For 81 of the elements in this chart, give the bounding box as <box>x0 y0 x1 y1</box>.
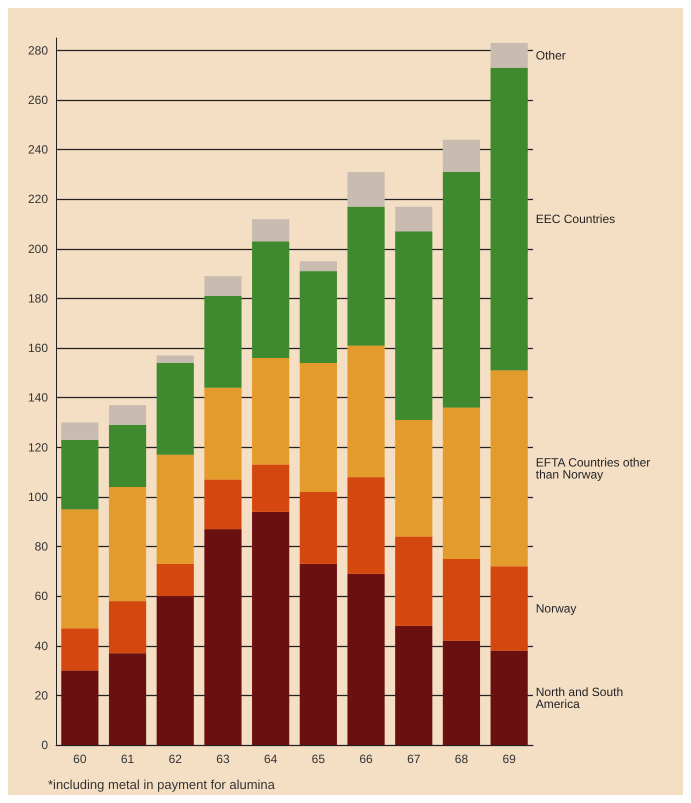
bar <box>442 408 480 559</box>
bar <box>347 346 385 478</box>
x-tick-label: 62 <box>168 752 182 766</box>
bar <box>108 405 146 425</box>
y-tick-label: 160 <box>28 341 48 356</box>
x-tick-label: 66 <box>359 752 374 766</box>
bar <box>156 564 194 596</box>
series-label: EFTA Countries other than Norway <box>536 455 654 482</box>
y-tick-label: 140 <box>28 390 48 405</box>
bar <box>252 464 290 512</box>
bar <box>490 68 528 370</box>
bar <box>61 422 98 440</box>
bar <box>395 536 432 626</box>
bar <box>204 388 242 480</box>
bar <box>108 653 146 745</box>
bar <box>108 487 146 602</box>
y-tick-label: 40 <box>34 638 48 653</box>
y-tick-label: 260 <box>28 93 48 108</box>
bar <box>61 440 98 510</box>
bar <box>156 362 194 455</box>
x-tick-label: 60 <box>73 752 87 766</box>
bar <box>156 596 194 745</box>
bar <box>252 512 290 745</box>
bar <box>204 276 242 296</box>
bar <box>395 420 432 537</box>
bar <box>204 480 242 530</box>
bar <box>252 219 290 242</box>
bar <box>347 477 385 574</box>
bar <box>442 140 480 172</box>
series-label: North and South America <box>536 684 626 711</box>
series-label: Norway <box>536 602 576 616</box>
series-label: EEC Countries <box>536 212 616 226</box>
bar <box>442 640 480 745</box>
bar <box>108 601 146 654</box>
y-tick-label: 280 <box>28 43 48 58</box>
x-tick-label: 67 <box>407 752 421 766</box>
y-tick-label: 60 <box>34 589 48 604</box>
bar <box>347 574 385 745</box>
x-tick-label: 64 <box>264 752 278 766</box>
bar <box>204 529 242 745</box>
y-tick-label: 80 <box>34 540 48 554</box>
y-tick-label: 0 <box>41 738 48 752</box>
y-tick-label: 200 <box>28 242 48 256</box>
bar <box>490 650 528 745</box>
bar <box>395 206 432 232</box>
bar <box>347 172 385 207</box>
bar <box>300 564 337 745</box>
y-tick-label: 240 <box>28 142 48 157</box>
bar <box>61 628 98 671</box>
text: *including metal in payment for alumina <box>48 777 276 792</box>
y-tick-label: 220 <box>28 192 48 206</box>
bar <box>395 231 432 420</box>
bar <box>61 509 98 628</box>
series-label: Other <box>536 48 566 62</box>
x-tick-label: 63 <box>216 752 230 766</box>
bar <box>347 206 385 346</box>
bar <box>300 492 337 564</box>
bar <box>442 558 480 641</box>
y-tick-label: 180 <box>28 291 48 306</box>
bar <box>156 454 194 564</box>
bar <box>204 296 242 388</box>
y-tick-label: 100 <box>28 490 48 504</box>
bar <box>61 670 98 745</box>
x-tick-label: 61 <box>120 752 135 766</box>
bar <box>300 362 337 492</box>
bar <box>490 42 528 68</box>
bar <box>300 271 337 363</box>
bar <box>156 356 194 363</box>
bar <box>252 358 290 465</box>
x-tick-label: 65 <box>312 752 326 766</box>
y-tick-label: 20 <box>34 688 48 702</box>
bar <box>395 626 432 745</box>
bar <box>490 566 528 651</box>
x-tick-label: 68 <box>454 752 468 766</box>
bar <box>442 172 480 408</box>
bar <box>252 241 290 358</box>
bar <box>300 261 337 272</box>
y-tick-label: 120 <box>28 440 48 454</box>
x-tick-label: 69 <box>502 752 516 766</box>
bar <box>490 370 528 566</box>
bar <box>108 424 146 488</box>
